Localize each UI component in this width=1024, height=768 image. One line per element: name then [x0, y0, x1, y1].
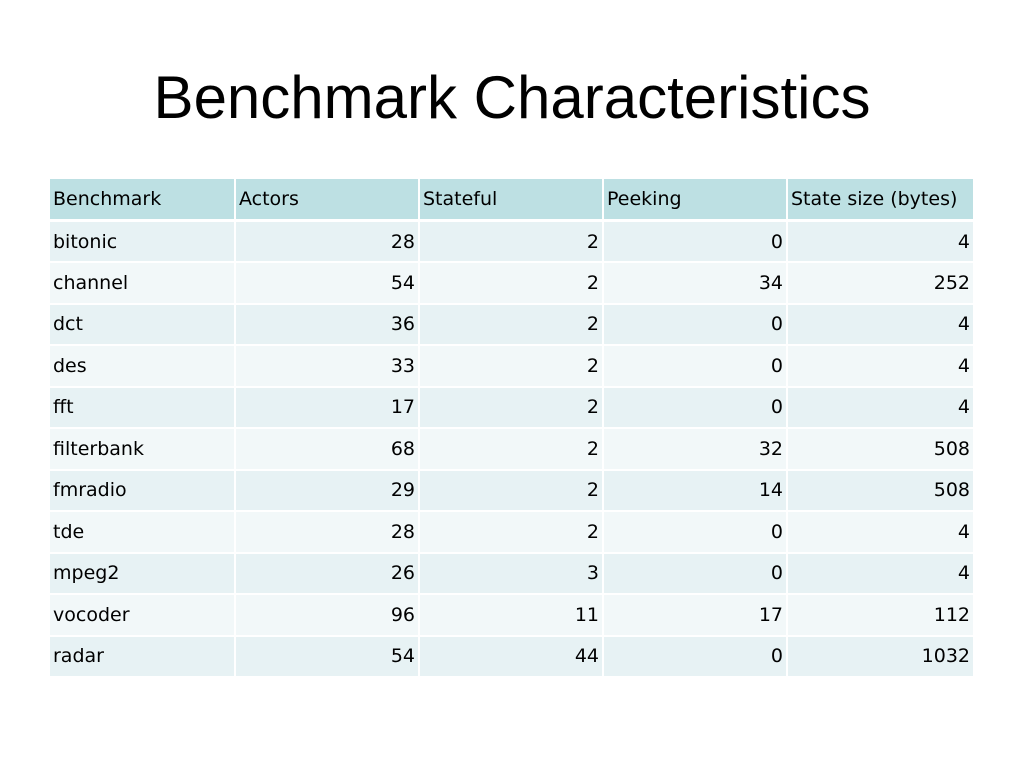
- table-row: dct 36 2 0 4: [50, 303, 973, 346]
- cell-stateful: 11: [419, 594, 604, 637]
- cell-actors: 33: [235, 345, 420, 388]
- header-benchmark: Benchmark: [50, 179, 236, 222]
- slide-title: Benchmark Characteristics: [153, 64, 871, 131]
- cell-state-size: 1032: [787, 635, 973, 678]
- cell-peeking: 0: [603, 386, 788, 429]
- cell-state-size: 4: [787, 552, 973, 595]
- cell-actors: 54: [235, 635, 420, 678]
- cell-state-size: 4: [787, 220, 973, 263]
- table-row: tde 28 2 0 4: [50, 511, 973, 554]
- cell-peeking: 14: [603, 469, 788, 512]
- cell-stateful: 2: [419, 469, 604, 512]
- cell-stateful: 2: [419, 386, 604, 429]
- cell-peeking: 32: [603, 428, 788, 471]
- header-actors: Actors: [235, 179, 420, 222]
- cell-peeking: 17: [603, 594, 788, 637]
- cell-benchmark: vocoder: [50, 594, 236, 637]
- cell-actors: 26: [235, 552, 420, 595]
- cell-benchmark: filterbank: [50, 428, 236, 471]
- header-peeking: Peeking: [603, 179, 788, 222]
- cell-benchmark: mpeg2: [50, 552, 236, 595]
- cell-state-size: 508: [787, 469, 973, 512]
- cell-benchmark: fft: [50, 386, 236, 429]
- cell-benchmark: channel: [50, 262, 236, 305]
- cell-stateful: 2: [419, 345, 604, 388]
- table-row: bitonic 28 2 0 4: [50, 220, 973, 263]
- cell-actors: 54: [235, 262, 420, 305]
- cell-actors: 96: [235, 594, 420, 637]
- table-row: des 33 2 0 4: [50, 345, 973, 388]
- cell-actors: 28: [235, 511, 420, 554]
- cell-benchmark: bitonic: [50, 220, 236, 263]
- cell-benchmark: des: [50, 345, 236, 388]
- cell-peeking: 0: [603, 220, 788, 263]
- cell-peeking: 34: [603, 262, 788, 305]
- cell-benchmark: fmradio: [50, 469, 236, 512]
- cell-peeking: 0: [603, 552, 788, 595]
- cell-state-size: 508: [787, 428, 973, 471]
- cell-actors: 36: [235, 303, 420, 346]
- table-row: radar 54 44 0 1032: [50, 635, 973, 678]
- cell-state-size: 4: [787, 303, 973, 346]
- table-row: mpeg2 26 3 0 4: [50, 552, 973, 595]
- cell-benchmark: dct: [50, 303, 236, 346]
- cell-peeking: 0: [603, 511, 788, 554]
- cell-peeking: 0: [603, 635, 788, 678]
- cell-state-size: 4: [787, 386, 973, 429]
- cell-stateful: 2: [419, 303, 604, 346]
- cell-actors: 28: [235, 220, 420, 263]
- table-row: vocoder 96 11 17 112: [50, 594, 973, 637]
- cell-state-size: 112: [787, 594, 973, 637]
- cell-stateful: 2: [419, 262, 604, 305]
- cell-stateful: 2: [419, 220, 604, 263]
- header-state-size: State size (bytes): [787, 179, 973, 222]
- cell-stateful: 3: [419, 552, 604, 595]
- cell-actors: 29: [235, 469, 420, 512]
- table-row: filterbank 68 2 32 508: [50, 428, 973, 471]
- cell-peeking: 0: [603, 303, 788, 346]
- cell-actors: 17: [235, 386, 420, 429]
- table-row: fft 17 2 0 4: [50, 386, 973, 429]
- table-header-row: Benchmark Actors Stateful Peeking State …: [50, 179, 973, 222]
- cell-stateful: 44: [419, 635, 604, 678]
- cell-state-size: 252: [787, 262, 973, 305]
- table-row: channel 54 2 34 252: [50, 262, 973, 305]
- cell-peeking: 0: [603, 345, 788, 388]
- table-row: fmradio 29 2 14 508: [50, 469, 973, 512]
- cell-state-size: 4: [787, 511, 973, 554]
- cell-benchmark: tde: [50, 511, 236, 554]
- cell-stateful: 2: [419, 511, 604, 554]
- cell-stateful: 2: [419, 428, 604, 471]
- benchmark-table: Benchmark Actors Stateful Peeking State …: [50, 179, 973, 678]
- cell-benchmark: radar: [50, 635, 236, 678]
- cell-state-size: 4: [787, 345, 973, 388]
- header-stateful: Stateful: [419, 179, 604, 222]
- cell-actors: 68: [235, 428, 420, 471]
